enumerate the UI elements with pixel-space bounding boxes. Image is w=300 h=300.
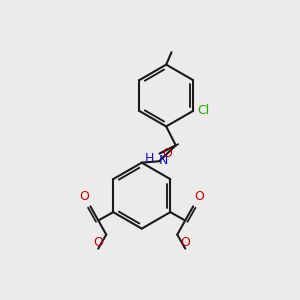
Text: H: H: [145, 152, 154, 165]
Text: O: O: [180, 236, 190, 249]
Text: O: O: [195, 190, 205, 203]
Text: Cl: Cl: [197, 104, 209, 117]
Text: O: O: [162, 147, 172, 160]
Text: N: N: [159, 154, 168, 166]
Text: O: O: [93, 236, 103, 249]
Text: O: O: [79, 190, 89, 203]
